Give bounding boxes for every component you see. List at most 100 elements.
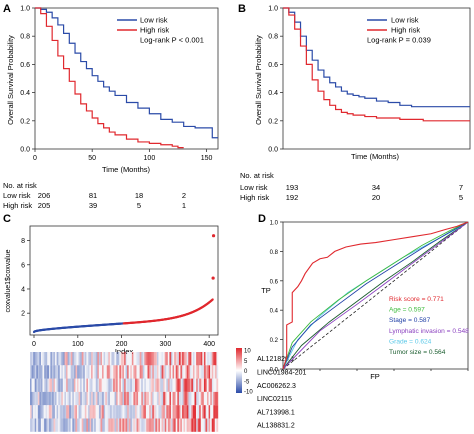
roc-plot-d: 0.0 0.2 0.4 0.6 0.8 1.0 TP FP Risk score = 0.… xyxy=(261,221,469,382)
heatmap-cell xyxy=(136,352,139,366)
heatmap-cell xyxy=(194,391,197,406)
heatmap-cell xyxy=(83,352,86,366)
heatmap-cell xyxy=(136,378,139,392)
heatmap-cell xyxy=(211,365,214,379)
heatmap-cell xyxy=(156,418,159,432)
heatmap-cell xyxy=(164,391,167,406)
heatmap-cell xyxy=(141,418,143,432)
heatmap-cell xyxy=(130,418,133,432)
heatmap-cell xyxy=(189,405,192,419)
heatmap-cell xyxy=(138,365,140,379)
heatmap-cell xyxy=(214,365,217,379)
heatmap-cell xyxy=(188,378,190,392)
heatmap-cell xyxy=(34,352,37,366)
risk-cell: 206 xyxy=(38,191,51,200)
heatmap-cell xyxy=(44,378,46,392)
heatmap-cell xyxy=(102,378,104,392)
risk-cell: 20 xyxy=(372,193,380,202)
heatmap-cell xyxy=(95,391,98,406)
heatmap-cell xyxy=(180,378,183,392)
heatmap-cell xyxy=(33,405,35,419)
heatmap-cell xyxy=(119,378,122,392)
legend-label: Lymphatic invasion = 0.548 xyxy=(389,328,469,335)
heatmap-cell xyxy=(174,418,176,432)
heatmap-cell xyxy=(36,405,39,419)
y-tick-label: 2 xyxy=(21,311,25,318)
heatmap-cell xyxy=(33,391,35,406)
heatmap-cell xyxy=(48,352,51,366)
roc-curve xyxy=(282,221,469,370)
heatmap-cell xyxy=(207,391,209,406)
heatmap-cell xyxy=(155,378,158,392)
heatmap-cell xyxy=(61,365,64,379)
heatmap-cell xyxy=(183,352,186,366)
heatmap-cell xyxy=(117,405,120,419)
heatmap-cell xyxy=(181,352,184,366)
x-tick-label: 400 xyxy=(203,341,215,348)
heatmap-cell xyxy=(102,391,104,406)
heatmap-cell xyxy=(48,391,51,406)
heatmap-cell xyxy=(119,418,122,432)
high-risk-point xyxy=(211,276,215,280)
heatmap-cell xyxy=(216,418,219,432)
heatmap-cell xyxy=(152,378,154,392)
heatmap-cell xyxy=(105,391,107,406)
heatmap-cell xyxy=(36,365,39,379)
high-risk-point xyxy=(211,298,214,301)
heatmap-cell xyxy=(200,352,203,366)
heatmap-cell xyxy=(199,378,201,392)
heatmap-cell xyxy=(86,391,89,406)
heatmap-cell xyxy=(214,405,217,419)
heatmap-cell xyxy=(185,378,187,392)
heatmap-cell xyxy=(147,365,150,379)
y-tick-label: 0.8 xyxy=(268,34,278,41)
y-tick-label: 0.4 xyxy=(268,90,278,97)
heatmap-cell xyxy=(33,365,35,379)
heatmap-cell xyxy=(125,365,128,379)
heatmap-cell xyxy=(191,378,194,392)
heatmap-cell xyxy=(127,378,129,392)
heatmap-cell xyxy=(139,418,142,432)
heatmap-cell xyxy=(72,365,75,379)
heatmap-cell xyxy=(83,391,86,406)
heatmap-cell xyxy=(70,365,73,379)
heatmap-cell xyxy=(166,378,169,392)
heatmap-cell xyxy=(156,391,159,406)
heatmap-cell xyxy=(207,418,209,432)
heatmap-cell xyxy=(183,405,186,419)
heatmap-cell xyxy=(59,365,62,379)
heatmap-cell xyxy=(178,352,181,366)
heatmap-cell xyxy=(177,352,180,366)
heatmap-cell xyxy=(39,378,42,392)
heatmap-cell xyxy=(100,405,103,419)
heatmap-cell xyxy=(207,352,209,366)
heatmap-cell xyxy=(203,365,206,379)
heatmap-cell xyxy=(200,378,203,392)
heatmap-cell xyxy=(69,352,71,366)
heatmap-cell xyxy=(69,378,71,392)
heatmap-cell xyxy=(78,378,81,392)
y-tick-label: 0.2 xyxy=(270,338,279,344)
heatmap-cell xyxy=(211,352,214,366)
heatmap-cell xyxy=(158,405,161,419)
legend-label: Tumor size = 0.564 xyxy=(389,349,446,356)
heatmap-cell xyxy=(94,391,96,406)
heatmap-cell xyxy=(109,418,112,432)
heatmap-cell xyxy=(39,405,42,419)
heatmap-cell xyxy=(141,352,143,366)
heatmap-cell xyxy=(155,405,158,419)
heatmap-cell xyxy=(120,418,123,432)
heatmap-cell xyxy=(109,391,112,406)
heatmap-c: AL121820.1 LINC01984-201 AC006262.3 LINC021… xyxy=(30,348,307,432)
heatmap-cell xyxy=(122,365,125,379)
legend-a: Low risk High risk Log-rank P < 0.001 xyxy=(117,16,204,45)
heatmap-cell xyxy=(75,365,78,379)
heatmap-cell xyxy=(50,391,53,406)
heatmap-cell xyxy=(197,378,200,392)
heatmap-cell xyxy=(73,378,76,392)
heatmap-cell xyxy=(61,391,64,406)
heatmap-cell xyxy=(81,352,84,366)
heatmap-cell xyxy=(40,352,43,366)
y-tick-label: 6 xyxy=(21,262,25,269)
heatmap-cell xyxy=(139,365,142,379)
